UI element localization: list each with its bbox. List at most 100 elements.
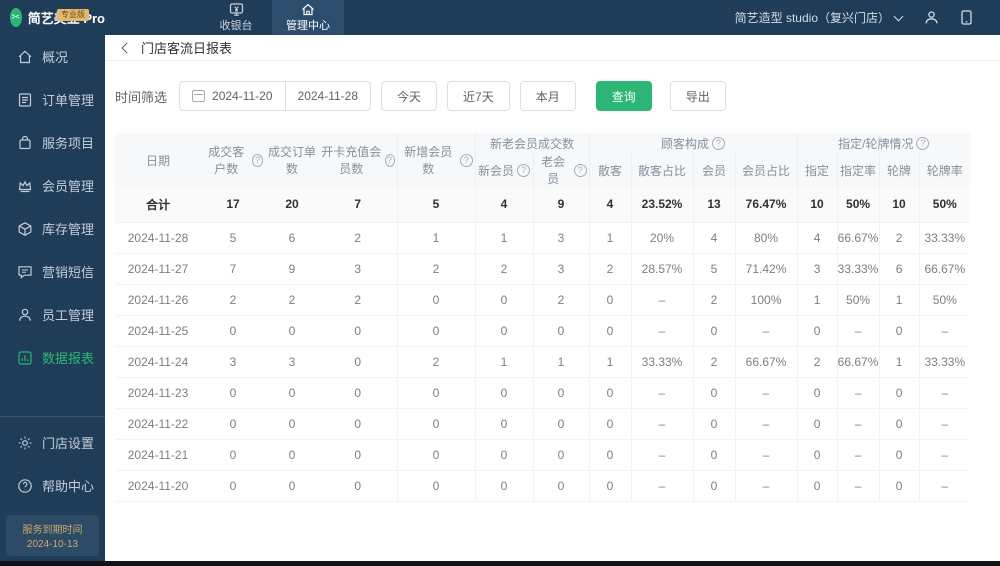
value-cell: 1: [588, 346, 632, 378]
value-cell: 0: [319, 439, 397, 471]
sidebar-item-members[interactable]: 会员管理: [0, 164, 105, 207]
sidebar-item-label: 数据报表: [42, 351, 95, 366]
value-cell: 7: [319, 187, 397, 223]
date-cell: 2024-11-21: [115, 439, 201, 471]
quick-button-thismonth[interactable]: 本月: [519, 81, 576, 111]
value-cell: 1: [878, 284, 920, 316]
help-icon[interactable]: ?: [517, 163, 530, 177]
sidebar-item-services[interactable]: 服务项目: [0, 121, 105, 164]
value-cell: –: [630, 284, 694, 316]
value-cell: 66.67%: [734, 346, 798, 378]
calendar-icon: [192, 90, 206, 102]
tab-cashier-label: 收银台: [219, 19, 253, 32]
value-cell: 0: [588, 439, 632, 471]
help-icon[interactable]: ?: [252, 153, 263, 167]
sidebar-item-overview[interactable]: 概况: [0, 35, 105, 78]
value-cell: 0: [878, 439, 920, 471]
value-cell: 0: [265, 377, 319, 409]
value-cell: 5: [396, 187, 475, 223]
home-icon: [17, 49, 33, 65]
value-cell: 10: [796, 187, 838, 223]
daily-report-table: 日期 成交客户数? 成交订单数 开卡充值会员数? 新增会员数? 新老会员成交数 …: [115, 133, 971, 502]
quick-button-last7days[interactable]: 近7天: [447, 81, 510, 111]
help-icon[interactable]: ?: [384, 153, 395, 167]
page-header: 门店客流日报表: [105, 35, 1000, 61]
date-end-input[interactable]: 2024-11-28: [284, 82, 371, 110]
query-button[interactable]: 查询: [595, 81, 652, 111]
value-cell: 3: [532, 222, 590, 254]
table-row: 2024-11-27 7 9 3 2 2 3 2 28.57% 5 71.42% 3 33.33% 6 66…: [115, 253, 971, 285]
value-cell: –: [836, 470, 880, 502]
value-cell: 0: [878, 470, 920, 502]
sidebar-item-store-settings[interactable]: 门店设置: [0, 421, 105, 464]
export-button[interactable]: 导出: [669, 81, 726, 111]
col-member: 会员: [692, 153, 736, 187]
col-old-member: 老会员?: [532, 153, 590, 187]
tab-management-center[interactable]: 管理中心: [272, 0, 344, 35]
store-selector[interactable]: 简艺造型 studio（复兴门店）: [735, 9, 904, 26]
table-row: 2024-11-28 5 6 2 1 1 3 1 20% 4 80% 4 66.67% 2 33.33%: [115, 222, 971, 254]
member-crown-icon: [17, 178, 33, 194]
sidebar-item-orders[interactable]: 订单管理: [0, 78, 105, 121]
help-icon[interactable]: ?: [712, 136, 726, 150]
help-icon[interactable]: ?: [459, 153, 473, 167]
value-cell: 1: [796, 284, 838, 316]
value-cell: 1: [532, 346, 590, 378]
value-cell: 17: [201, 187, 265, 223]
value-cell: –: [630, 408, 694, 440]
value-cell: 7: [201, 253, 265, 285]
value-cell: 0: [265, 408, 319, 440]
value-cell: 0: [588, 408, 632, 440]
sidebar-item-inventory[interactable]: 库存管理: [0, 207, 105, 250]
value-cell: 0: [588, 470, 632, 502]
quick-button-today[interactable]: 今天: [381, 81, 438, 111]
col-rotation-rate: 轮牌率: [918, 153, 971, 187]
value-cell: 4: [796, 222, 838, 254]
user-icon[interactable]: [924, 10, 939, 25]
help-circle-icon: [17, 478, 33, 494]
value-cell: 50%: [918, 187, 971, 223]
sidebar-item-label: 营销短信: [42, 265, 95, 280]
date-start-input[interactable]: 2024-11-20: [180, 82, 285, 110]
value-cell: –: [734, 377, 798, 409]
date-cell: 2024-11-20: [115, 470, 201, 502]
value-cell: 2: [532, 284, 590, 316]
tab-cashier[interactable]: 收银台: [200, 0, 272, 35]
date-cell: 2024-11-27: [115, 253, 201, 285]
help-icon[interactable]: ?: [916, 136, 930, 150]
value-cell: 1: [878, 346, 920, 378]
value-cell: 0: [532, 408, 590, 440]
device-icon[interactable]: [961, 10, 972, 25]
value-cell: 20%: [630, 222, 694, 254]
value-cell: 50%: [836, 187, 880, 223]
col-designated-rate: 指定率: [836, 153, 880, 187]
date-range-picker[interactable]: 2024-11-20 2024-11-28: [179, 81, 372, 111]
value-cell: –: [918, 315, 971, 347]
value-cell: 3: [265, 346, 319, 378]
value-cell: 0: [396, 377, 475, 409]
sidebar-item-label: 员工管理: [42, 308, 95, 323]
sidebar-item-label: 服务项目: [42, 136, 95, 151]
sidebar-divider: [0, 416, 105, 417]
value-cell: 80%: [734, 222, 798, 254]
value-cell: 2: [265, 284, 319, 316]
help-icon[interactable]: ?: [573, 163, 587, 177]
table-header: 日期 成交客户数? 成交订单数 开卡充值会员数? 新增会员数? 新老会员成交数 …: [115, 133, 971, 187]
col-member-ratio: 会员占比: [734, 153, 798, 187]
value-cell: 23.52%: [630, 187, 694, 223]
value-cell: 0: [319, 377, 397, 409]
value-cell: 2: [588, 253, 632, 285]
sidebar-item-help-center[interactable]: 帮助中心: [0, 464, 105, 507]
back-icon[interactable]: [121, 41, 133, 54]
sidebar-item-staff[interactable]: 员工管理: [0, 293, 105, 336]
sidebar-item-sms[interactable]: 营销短信: [0, 250, 105, 293]
topbar-right: 简艺造型 studio（复兴门店）: [735, 9, 1000, 26]
value-cell: 0: [319, 346, 397, 378]
col-new-members: 新增会员数?: [396, 133, 475, 187]
value-cell: –: [630, 470, 694, 502]
value-cell: 33.33%: [918, 222, 971, 254]
value-cell: 2: [319, 284, 397, 316]
value-cell: 0: [474, 377, 533, 409]
value-cell: 0: [265, 470, 319, 502]
sidebar-item-reports[interactable]: 数据报表: [0, 336, 105, 379]
